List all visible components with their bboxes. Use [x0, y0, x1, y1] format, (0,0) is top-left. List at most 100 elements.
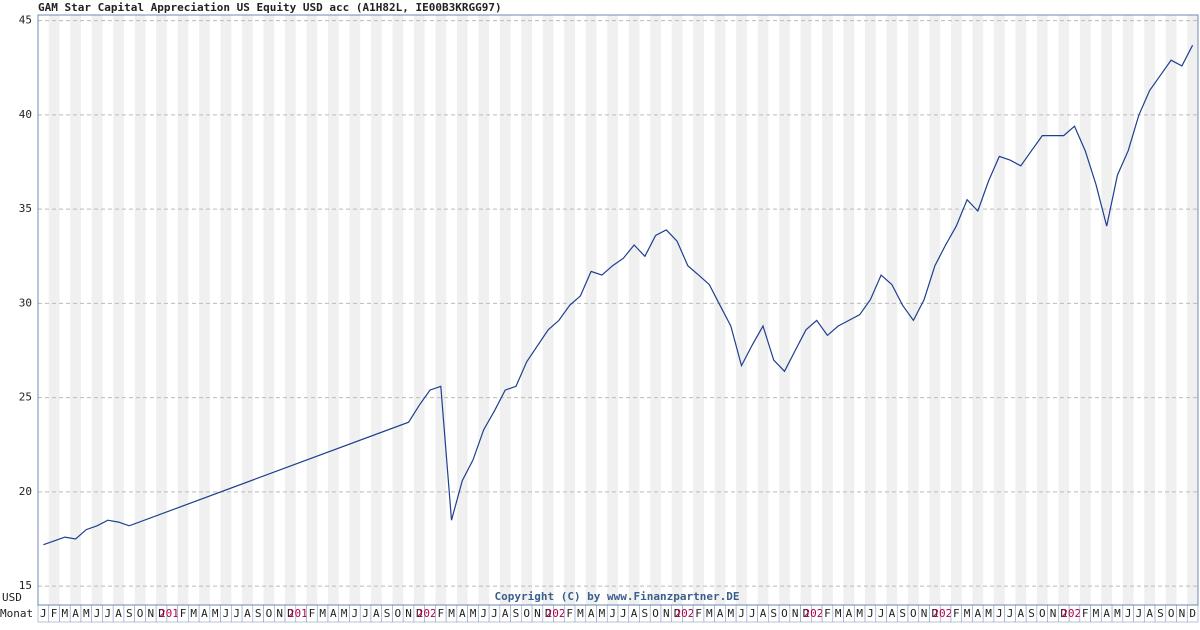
x-tick-label: F	[51, 607, 58, 620]
x-tick-label: N	[1050, 607, 1057, 620]
x-tick-label: J	[94, 607, 101, 620]
x-tick-label: J	[996, 607, 1003, 620]
month-band	[1187, 15, 1198, 605]
x-tick-label: M	[985, 607, 992, 620]
x-tick-label: A	[244, 607, 251, 620]
month-band	[328, 15, 339, 605]
month-band	[242, 15, 253, 605]
month-band	[1144, 15, 1156, 605]
x-tick-label: O	[395, 607, 402, 620]
month-band	[564, 15, 576, 605]
month-band	[392, 15, 404, 605]
month-band	[542, 15, 554, 605]
x-tick-label: S	[1157, 607, 1164, 620]
month-band	[929, 15, 941, 605]
x-tick-label: D	[674, 607, 681, 620]
x-tick-label: A	[502, 607, 509, 620]
month-band	[950, 15, 962, 605]
x-tick-label: M	[83, 607, 90, 620]
x-tick-label: O	[1168, 607, 1175, 620]
month-band	[671, 15, 683, 605]
x-tick-label: O	[652, 607, 659, 620]
x-tick-label: N	[663, 607, 670, 620]
month-band	[91, 15, 103, 605]
x-tick-label: M	[62, 607, 69, 620]
month-band	[650, 15, 661, 605]
x-tick-label: J	[609, 607, 616, 620]
x-tick-label: D	[803, 607, 810, 620]
x-tick-label: O	[266, 607, 273, 620]
month-band	[285, 15, 296, 605]
month-band	[1079, 15, 1091, 605]
x-tick-label: J	[1007, 607, 1014, 620]
y-tick-label: 15	[19, 579, 32, 592]
x-tick-label: F	[309, 607, 316, 620]
month-band	[736, 15, 747, 605]
x-tick-label: A	[1146, 607, 1153, 620]
y-tick-label: 40	[19, 108, 32, 121]
month-band	[199, 15, 210, 605]
month-band	[822, 15, 833, 605]
month-band	[993, 15, 1005, 605]
x-tick-label: J	[491, 607, 498, 620]
month-band	[865, 15, 876, 605]
x-tick-label: N	[276, 607, 283, 620]
x-tick-label: M	[470, 607, 477, 620]
x-tick-label: A	[459, 607, 466, 620]
x-tick-label: J	[105, 607, 112, 620]
x-tick-label: A	[846, 607, 853, 620]
copyright: Copyright (C) by www.Finanzpartner.DE	[494, 590, 739, 603]
x-tick-label: A	[201, 607, 208, 620]
month-band	[521, 15, 533, 605]
month-band	[220, 15, 232, 605]
x-tick-label: A	[115, 607, 122, 620]
month-band	[263, 15, 275, 605]
month-band	[478, 15, 490, 605]
month-band	[48, 15, 60, 605]
x-tick-label: J	[480, 607, 487, 620]
month-band	[757, 15, 769, 605]
month-band	[306, 15, 318, 605]
x-tick-label: F	[953, 607, 960, 620]
month-band	[435, 15, 447, 605]
x-axis-label: Monat	[0, 607, 33, 620]
x-tick-label: F	[695, 607, 702, 620]
x-tick-label: A	[760, 607, 767, 620]
x-tick-label: N	[534, 607, 541, 620]
x-tick-label: J	[878, 607, 885, 620]
month-band	[1058, 15, 1070, 605]
month-band	[1101, 15, 1113, 605]
x-tick-label: M	[190, 607, 197, 620]
x-tick-label: J	[223, 607, 230, 620]
month-band	[113, 15, 124, 605]
x-tick-label: J	[1136, 607, 1143, 620]
x-tick-label: M	[577, 607, 584, 620]
x-tick-label: O	[1039, 607, 1046, 620]
x-tick-label: D	[545, 607, 552, 620]
x-tick-label: J	[620, 607, 627, 620]
x-tick-label: D	[158, 607, 165, 620]
x-tick-label: S	[1028, 607, 1035, 620]
x-tick-label: A	[975, 607, 982, 620]
x-tick-label: F	[1082, 607, 1089, 620]
x-tick-label: M	[964, 607, 971, 620]
month-band	[177, 15, 189, 605]
month-band	[70, 15, 81, 605]
x-tick-label: S	[770, 607, 777, 620]
month-band	[693, 15, 704, 605]
x-tick-label: A	[330, 607, 337, 620]
x-tick-label: J	[867, 607, 874, 620]
month-band	[134, 15, 146, 605]
month-band	[156, 15, 167, 605]
x-tick-label: O	[523, 607, 530, 620]
x-tick-label: D	[1189, 607, 1196, 620]
x-tick-label: S	[255, 607, 262, 620]
x-tick-label: J	[738, 607, 745, 620]
x-tick-label: O	[910, 607, 917, 620]
x-tick-label: A	[72, 607, 79, 620]
x-tick-label: J	[1125, 607, 1132, 620]
x-tick-label: N	[1179, 607, 1186, 620]
x-tick-label: J	[233, 607, 240, 620]
x-tick-label: F	[180, 607, 187, 620]
month-band	[607, 15, 618, 605]
